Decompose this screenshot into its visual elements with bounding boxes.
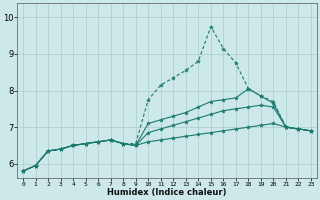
X-axis label: Humidex (Indice chaleur): Humidex (Indice chaleur) [107, 188, 227, 197]
